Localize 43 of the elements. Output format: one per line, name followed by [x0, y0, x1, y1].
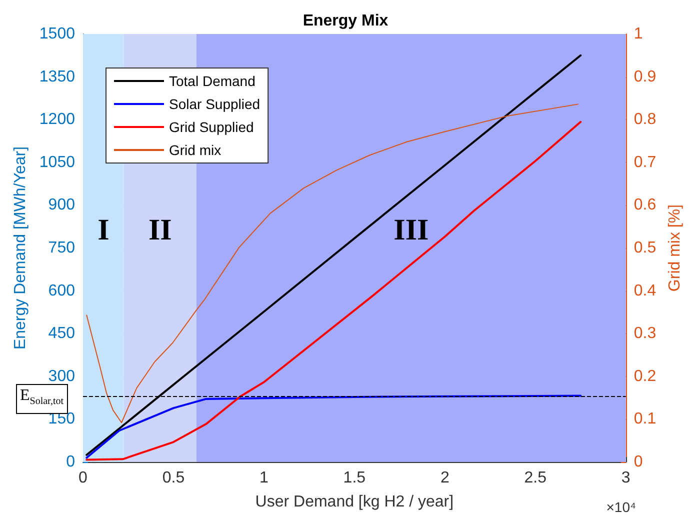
y2-tick-label: 1	[634, 26, 643, 42]
y-tick-label: 1200	[39, 111, 76, 128]
y2-tick-label: 0.6	[634, 196, 656, 214]
legend-label: Total Demand	[169, 73, 256, 89]
text: ×10⁴	[606, 499, 636, 515]
x-tick-label: 1.5	[343, 470, 366, 486]
y2-tick-label: 0.3	[634, 325, 656, 342]
y2-tick-label: 0.1	[634, 410, 656, 428]
band-label: III	[394, 214, 429, 246]
y2-axis-title: Grid mix [%]	[666, 204, 684, 292]
y-tick-label: 900	[48, 196, 76, 214]
y-tick-label: 1350	[39, 68, 76, 86]
x-tick-label: 3	[621, 470, 630, 486]
x-axis-title: User Demand [kg H2 / year]	[255, 494, 454, 510]
y-tick-label: 1050	[39, 154, 76, 171]
band-label: II	[148, 214, 172, 246]
y-tick-label: 450	[48, 325, 76, 342]
y2-tick-label: 0.4	[634, 282, 656, 300]
y-tick-label: 600	[48, 282, 76, 300]
chart-title: Energy Mix	[302, 12, 388, 30]
y-axis-title: Energy Demand [MWh/Year]	[12, 146, 30, 350]
legend-label: Grid Supplied	[169, 119, 254, 135]
y2-tick-label: 0.8	[634, 111, 656, 128]
x-tick-label: 2.5	[524, 470, 547, 486]
x-tick-label: 1	[260, 470, 268, 486]
x-tick-label: 2	[440, 470, 450, 486]
y-tick-label: 750	[48, 240, 76, 256]
line-series	[86, 394, 582, 459]
x-tick-label: 0	[78, 470, 88, 486]
y2-tick-label: 0.5	[634, 240, 656, 256]
y2-tick-label: 0	[634, 454, 643, 470]
y-tick-label: 0	[66, 454, 76, 470]
y-tick-label: 300	[48, 368, 76, 385]
y2-tick-label: 0.7	[634, 154, 656, 171]
y2-tick-label: 0.2	[634, 368, 656, 385]
x-tick-label: 0.5	[162, 470, 185, 486]
legend-label: Grid mix	[169, 142, 222, 158]
ref-line-label: E$_{Solar,tot}$	[20, 387, 64, 408]
y-tick-label: 1500	[39, 26, 76, 42]
legend-label: Solar Supplied	[169, 96, 260, 112]
y2-tick-label: 0.9	[634, 68, 656, 86]
line-series	[86, 120, 582, 461]
band-label: I	[98, 214, 110, 246]
